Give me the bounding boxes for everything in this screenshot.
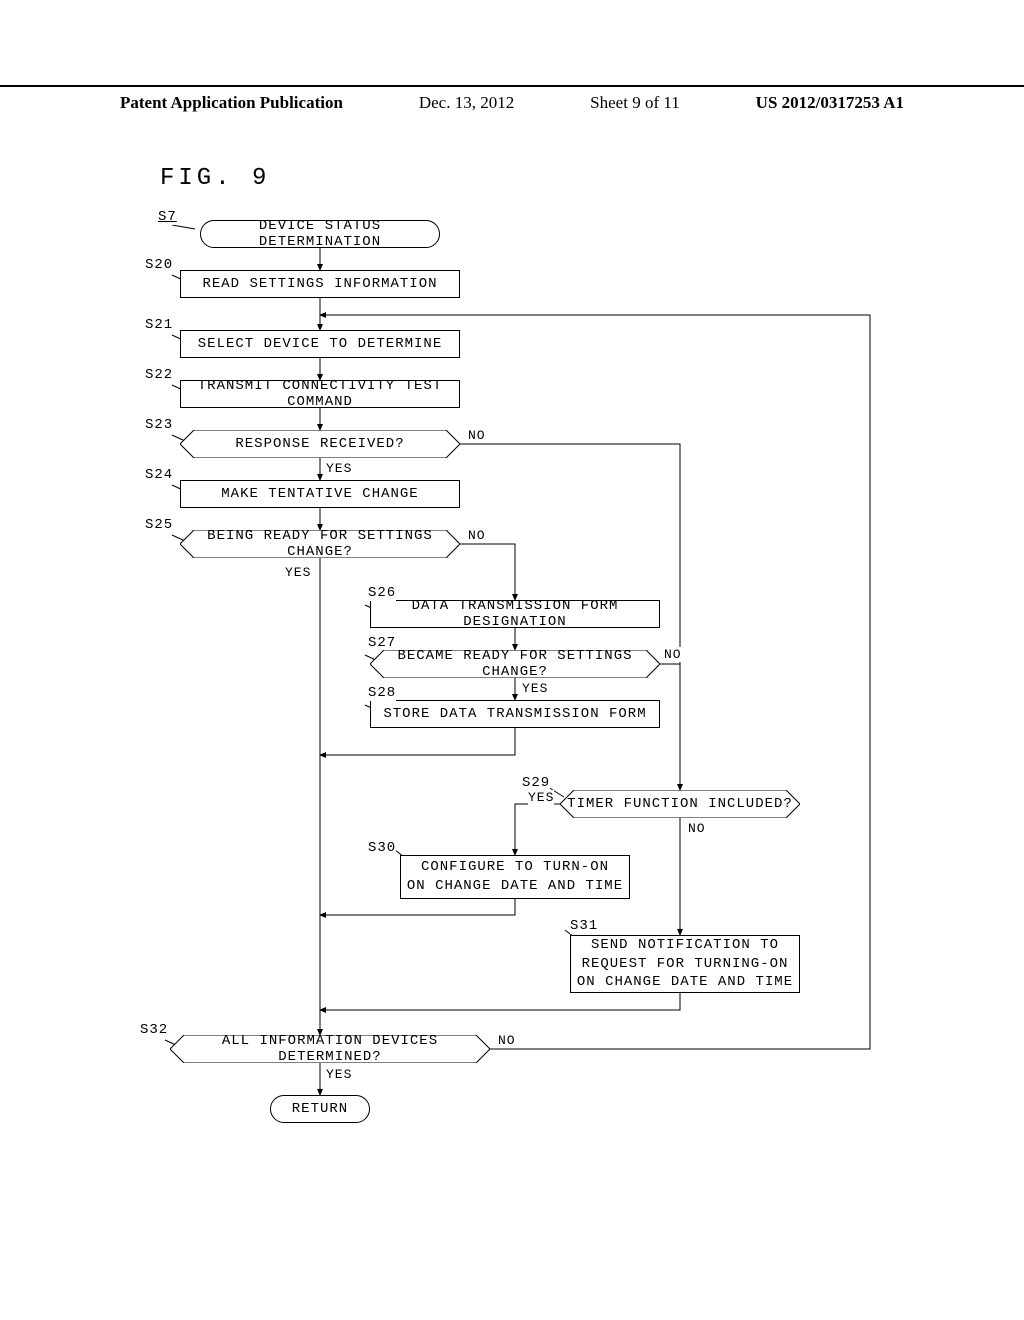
label-s23: S23 xyxy=(145,417,173,433)
label-s25: S25 xyxy=(145,517,173,533)
node-s26-text: DATA TRANSMISSION FORM DESIGNATION xyxy=(371,598,659,630)
label-s29: S29 xyxy=(522,775,550,791)
branch-s32-no: NO xyxy=(498,1033,516,1048)
figure-label: FIG. 9 xyxy=(160,165,270,192)
node-s27: BECAME READY FOR SETTINGS CHANGE? xyxy=(370,650,660,678)
node-s22: TRANSMIT CONNECTIVITY TEST COMMAND xyxy=(180,380,460,408)
node-s32: ALL INFORMATION DEVICES DETERMINED? xyxy=(170,1035,490,1063)
node-return: RETURN xyxy=(270,1095,370,1123)
branch-s25-yes: YES xyxy=(285,565,311,580)
node-s26: DATA TRANSMISSION FORM DESIGNATION xyxy=(370,600,660,628)
node-s31-text: SEND NOTIFICATION TO REQUEST FOR TURNING… xyxy=(577,936,793,993)
label-s20: S20 xyxy=(145,257,173,273)
node-s28-text: STORE DATA TRANSMISSION FORM xyxy=(383,706,646,722)
flowchart: DEVICE STATUS DETERMINATION S7 READ SETT… xyxy=(140,215,900,1175)
label-s21: S21 xyxy=(145,317,173,333)
label-s28: S28 xyxy=(368,685,396,701)
node-s27-text: BECAME READY FOR SETTINGS CHANGE? xyxy=(370,648,660,680)
node-s22-text: TRANSMIT CONNECTIVITY TEST COMMAND xyxy=(181,378,459,410)
node-s25: BEING READY FOR SETTINGS CHANGE? xyxy=(180,530,460,558)
node-s32-text: ALL INFORMATION DEVICES DETERMINED? xyxy=(170,1033,490,1065)
branch-s23-yes: YES xyxy=(326,461,352,476)
label-s24: S24 xyxy=(145,467,173,483)
branch-s29-yes: YES xyxy=(528,790,554,805)
node-s29-text: TIMER FUNCTION INCLUDED? xyxy=(567,796,793,812)
branch-s29-no: NO xyxy=(688,821,706,836)
branch-s32-yes: YES xyxy=(326,1067,352,1082)
label-s22: S22 xyxy=(145,367,173,383)
node-return-text: RETURN xyxy=(292,1101,348,1117)
node-s30-text: CONFIGURE TO TURN-ON ON CHANGE DATE AND … xyxy=(407,858,623,896)
node-s29: TIMER FUNCTION INCLUDED? xyxy=(560,790,800,818)
node-s24-text: MAKE TENTATIVE CHANGE xyxy=(221,486,418,502)
branch-s25-no: NO xyxy=(468,528,486,543)
node-s20-text: READ SETTINGS INFORMATION xyxy=(202,276,437,292)
node-s31: SEND NOTIFICATION TO REQUEST FOR TURNING… xyxy=(570,935,800,993)
label-s32: S32 xyxy=(140,1022,168,1038)
node-s20: READ SETTINGS INFORMATION xyxy=(180,270,460,298)
header-date: Dec. 13, 2012 xyxy=(419,93,514,113)
node-s21-text: SELECT DEVICE TO DETERMINE xyxy=(198,336,442,352)
label-s7: S7 xyxy=(158,209,177,225)
node-s23-text: RESPONSE RECEIVED? xyxy=(235,436,404,452)
header-publication: Patent Application Publication xyxy=(120,93,343,113)
node-s28: STORE DATA TRANSMISSION FORM xyxy=(370,700,660,728)
page-header: Patent Application Publication Dec. 13, … xyxy=(0,85,1024,113)
header-docnum: US 2012/0317253 A1 xyxy=(756,93,904,113)
node-s21: SELECT DEVICE TO DETERMINE xyxy=(180,330,460,358)
node-s23: RESPONSE RECEIVED? xyxy=(180,430,460,458)
label-s31: S31 xyxy=(570,918,598,934)
node-s7-text: DEVICE STATUS DETERMINATION xyxy=(201,218,439,250)
header-sheet: Sheet 9 of 11 xyxy=(590,93,680,113)
branch-s27-no: NO xyxy=(664,647,682,662)
node-s30: CONFIGURE TO TURN-ON ON CHANGE DATE AND … xyxy=(400,855,630,899)
node-s7: DEVICE STATUS DETERMINATION xyxy=(200,220,440,248)
flowchart-connectors xyxy=(140,215,900,1175)
label-s26: S26 xyxy=(368,585,396,601)
node-s25-text: BEING READY FOR SETTINGS CHANGE? xyxy=(180,528,460,560)
branch-s27-yes: YES xyxy=(522,681,548,696)
label-s30: S30 xyxy=(368,840,396,856)
branch-s23-no: NO xyxy=(468,428,486,443)
node-s24: MAKE TENTATIVE CHANGE xyxy=(180,480,460,508)
